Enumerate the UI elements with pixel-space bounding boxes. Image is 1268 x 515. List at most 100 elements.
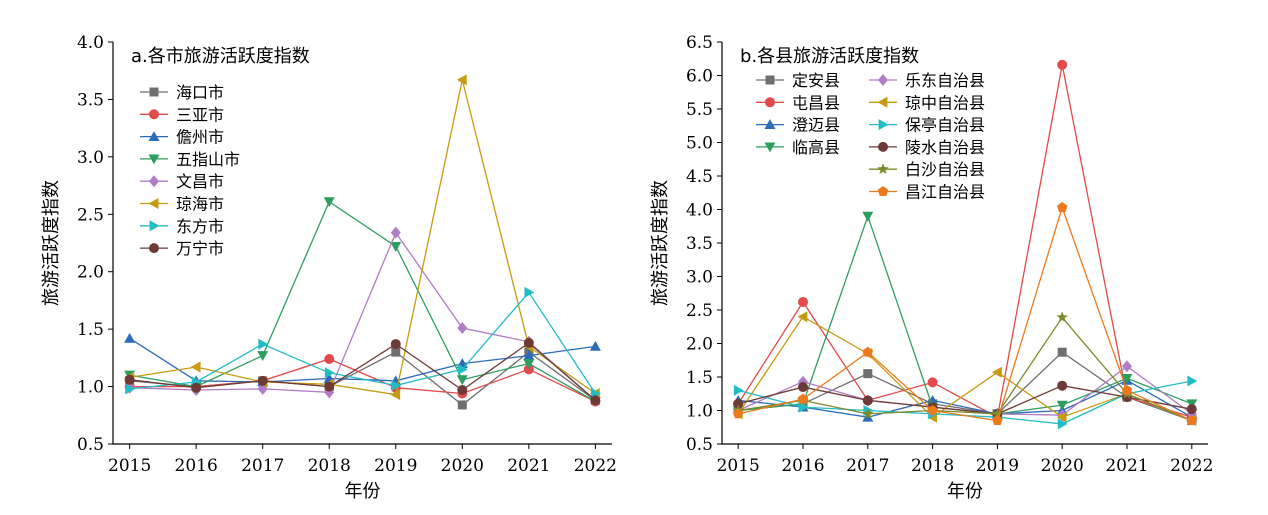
x-axis-title: 年份 bbox=[947, 481, 983, 502]
data-point bbox=[191, 382, 202, 393]
data-point bbox=[991, 407, 1004, 419]
legend-marker bbox=[149, 87, 159, 97]
series-line bbox=[129, 342, 596, 401]
x-tick-label: 2016 bbox=[175, 456, 218, 476]
data-point bbox=[523, 337, 534, 348]
legend-label: 昌江自治县 bbox=[905, 183, 985, 202]
data-point bbox=[798, 296, 808, 307]
data-point bbox=[1121, 373, 1133, 384]
y-axis-title: 旅游活跃度指数 bbox=[41, 180, 62, 306]
data-point bbox=[1056, 311, 1068, 323]
data-point bbox=[862, 346, 874, 357]
legend-label: 儋州市 bbox=[176, 128, 224, 147]
data-point bbox=[991, 366, 1002, 378]
x-tick-label: 2016 bbox=[781, 456, 824, 476]
x-tick-label: 2017 bbox=[241, 456, 284, 476]
data-point bbox=[390, 339, 401, 350]
data-point bbox=[391, 379, 402, 391]
legend-marker bbox=[148, 198, 159, 209]
data-point bbox=[124, 374, 135, 385]
y-tick-label: 4.0 bbox=[686, 201, 713, 221]
data-point bbox=[324, 354, 335, 365]
data-point bbox=[457, 400, 467, 410]
y-tick-label: 4.0 bbox=[77, 33, 104, 53]
data-point bbox=[456, 74, 467, 86]
y-tick-label: 3.0 bbox=[77, 148, 104, 168]
data-point bbox=[523, 364, 534, 375]
data-point bbox=[1057, 347, 1067, 357]
legend-label: 万宁市 bbox=[176, 239, 224, 258]
legend-marker bbox=[148, 131, 160, 141]
chart-b: 0.5 1.0 1.5 2.0 2.5 3.0 3.5 4.0 4.5 5.0 5.5 6.0 6.5 2… bbox=[650, 33, 1213, 502]
chart-a: 0.5 1.0 1.5 2.0 2.5 3.0 3.5 4.0 2015 2016 2017 2018… bbox=[41, 33, 617, 502]
legend-marker bbox=[877, 163, 889, 175]
legend-marker bbox=[878, 141, 888, 152]
x-tick-label: 2017 bbox=[846, 456, 889, 476]
data-point bbox=[862, 211, 874, 222]
data-point bbox=[324, 381, 335, 392]
data-point bbox=[862, 411, 874, 422]
data-point bbox=[1122, 360, 1132, 373]
data-point bbox=[589, 340, 601, 351]
y-tick-label: 6.0 bbox=[686, 67, 713, 87]
x-tick-label: 2022 bbox=[1170, 456, 1213, 476]
data-point bbox=[1057, 59, 1068, 70]
legend-label: 琼海市 bbox=[176, 195, 224, 214]
data-point bbox=[992, 415, 1003, 425]
series-line bbox=[129, 291, 596, 394]
legend-label: 白沙自治县 bbox=[905, 160, 985, 179]
x-tick-label: 2018 bbox=[308, 456, 351, 476]
legend-label: 五指山市 bbox=[176, 150, 240, 169]
legend-label: 屯昌县 bbox=[792, 93, 840, 112]
y-tick-label: 5.5 bbox=[686, 100, 713, 120]
chart-title: b.各县旅游活跃度指数 bbox=[740, 46, 919, 67]
data-point bbox=[798, 401, 809, 413]
series-line bbox=[738, 316, 1193, 422]
data-point bbox=[323, 197, 335, 208]
data-point bbox=[390, 226, 401, 239]
series-7 bbox=[733, 380, 1197, 419]
data-point bbox=[732, 408, 744, 419]
series-line bbox=[738, 385, 1192, 415]
legend-marker bbox=[149, 220, 160, 232]
chart-title: a.各市旅游活跃度指数 bbox=[131, 46, 310, 67]
series-line bbox=[737, 315, 1193, 422]
y-tick-label: 5.0 bbox=[686, 134, 713, 154]
legend-marker bbox=[877, 186, 889, 196]
y-tick-label: 3.0 bbox=[686, 268, 713, 288]
data-point bbox=[927, 394, 939, 405]
series-line bbox=[129, 79, 596, 396]
legend-marker bbox=[765, 75, 775, 85]
y-axis-title: 旅游活跃度指数 bbox=[650, 180, 671, 306]
x-tick-label: 2015 bbox=[108, 456, 151, 476]
legend-label: 琼中自治县 bbox=[905, 93, 985, 112]
data-point bbox=[1057, 380, 1068, 391]
series-line bbox=[738, 379, 1193, 418]
data-point bbox=[1121, 384, 1133, 395]
y-tick-label: 1.5 bbox=[77, 320, 104, 340]
data-point bbox=[798, 382, 808, 393]
data-point bbox=[124, 332, 136, 343]
y-tick-label: 3.5 bbox=[77, 90, 104, 110]
legend-label: 陵水自治县 bbox=[905, 138, 985, 157]
y-tick-label: 1.5 bbox=[686, 368, 713, 388]
data-point bbox=[590, 395, 601, 406]
data-point bbox=[258, 338, 269, 350]
data-point bbox=[390, 242, 402, 252]
legend-label: 东方市 bbox=[176, 217, 224, 236]
data-point bbox=[257, 351, 269, 362]
data-point bbox=[523, 350, 535, 360]
series-line bbox=[129, 231, 596, 401]
x-axis-title: 年份 bbox=[345, 481, 381, 502]
y-tick-label: 2.0 bbox=[77, 263, 104, 283]
series-line bbox=[738, 205, 1193, 422]
data-point bbox=[733, 384, 744, 396]
legend-marker bbox=[878, 74, 888, 86]
legend-marker bbox=[149, 175, 159, 188]
data-point bbox=[862, 407, 874, 419]
legend-marker bbox=[148, 154, 160, 165]
data-point bbox=[1057, 418, 1068, 430]
y-tick-label: 1.0 bbox=[686, 402, 713, 422]
